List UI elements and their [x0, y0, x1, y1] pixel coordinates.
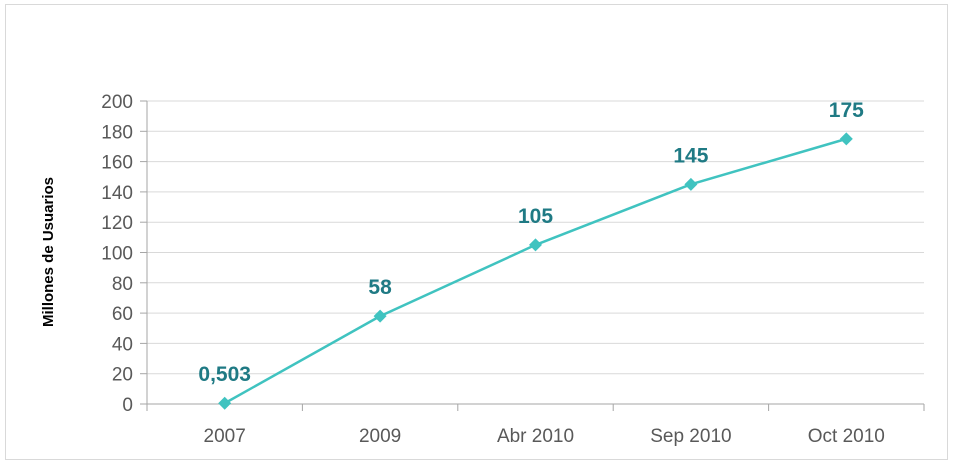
series-line-path [224, 137, 847, 405]
y-tick-label: 140 [101, 183, 133, 204]
gridlines [147, 100, 924, 375]
data-point-marker [684, 177, 698, 191]
y-tick-label: 20 [112, 365, 133, 386]
x-tick-label: Sep 2010 [650, 426, 731, 447]
y-axis-label: Millones de Usuarios [40, 177, 57, 327]
data-point-marker [218, 396, 232, 410]
series-line [218, 132, 853, 410]
y-tick-label: 80 [112, 274, 133, 295]
chart-frame [5, 4, 948, 460]
data-point-marker [529, 238, 542, 252]
data-label: 105 [518, 205, 553, 228]
data-point-marker [373, 309, 387, 323]
x-tick-label: Oct 2010 [808, 426, 885, 447]
data-label: 58 [368, 276, 392, 299]
y-tick-label: 200 [101, 92, 133, 113]
x-tick-label: Abr 2010 [497, 426, 574, 447]
y-tick-label: 180 [101, 122, 133, 143]
y-axis: 0 20 40 60 80 100 120 140 160 180 200 [101, 92, 148, 416]
y-tick-label: 160 [101, 153, 133, 174]
data-point-marker [839, 132, 853, 146]
x-axis: 2007 2009 Abr 2010 Sep 2010 Oct 2010 [146, 403, 925, 447]
x-tick-label: 2007 [204, 426, 246, 447]
y-tick-label: 60 [112, 304, 133, 325]
y-tick-label: 0 [122, 395, 133, 416]
data-labels: 0,503 58 105 145 175 [198, 99, 864, 386]
data-label: 0,503 [198, 363, 251, 386]
x-tick-label: 2009 [359, 426, 401, 447]
y-tick-label: 120 [101, 213, 133, 234]
y-tick-label: 40 [112, 334, 133, 355]
y-tick-label: 100 [101, 244, 133, 265]
data-label: 145 [673, 144, 708, 167]
data-label: 175 [829, 99, 864, 122]
